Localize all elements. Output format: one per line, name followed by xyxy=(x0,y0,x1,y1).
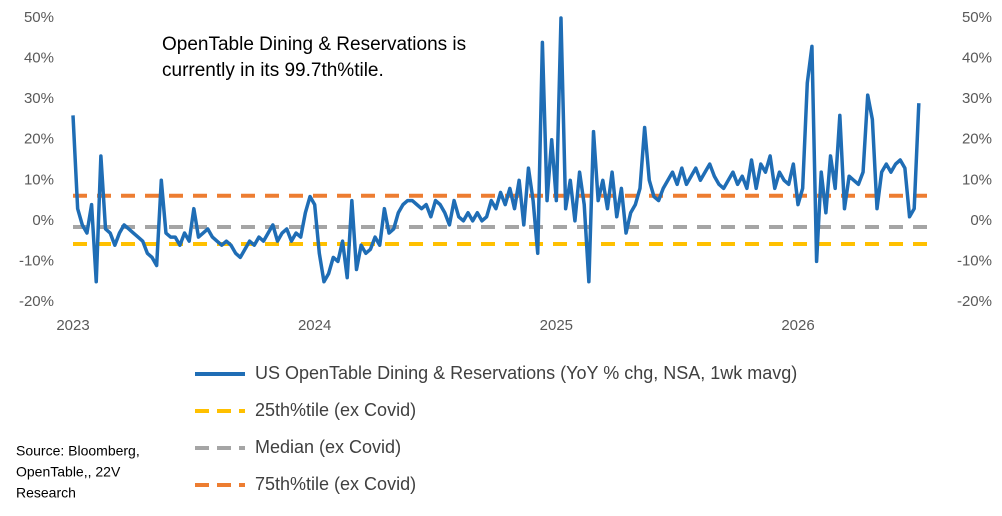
x-tick-label: 2025 xyxy=(540,317,573,334)
y-tick-label: -10% xyxy=(19,252,54,269)
x-tick-label: 2024 xyxy=(298,317,331,334)
y2-tick-label: 10% xyxy=(962,171,992,188)
y-tick-label: 0% xyxy=(32,212,54,229)
legend-label: 25th%tile (ex Covid) xyxy=(255,400,416,420)
y2-tick-label: 30% xyxy=(962,90,992,107)
source: Research xyxy=(16,485,76,501)
annotation: currently in its 99.7th%tile. xyxy=(162,60,384,81)
legend-label: Median (ex Covid) xyxy=(255,437,401,457)
y2-tick-label: 0% xyxy=(970,212,992,229)
legend-label: 75th%tile (ex Covid) xyxy=(255,474,416,494)
y-tick-label: 10% xyxy=(24,171,54,188)
y-tick-label: -20% xyxy=(19,293,54,310)
y2-tick-label: 50% xyxy=(962,9,992,26)
y-tick-label: 20% xyxy=(24,131,54,148)
y2-tick-label: 20% xyxy=(962,131,992,148)
y-tick-label: 30% xyxy=(24,90,54,107)
y-tick-label: 40% xyxy=(24,50,54,67)
x-tick-label: 2023 xyxy=(56,317,89,334)
source: Source: Bloomberg, xyxy=(16,443,140,459)
legend-label: US OpenTable Dining & Reservations (YoY … xyxy=(255,363,797,383)
y2-tick-label: -20% xyxy=(957,293,992,310)
annotation: OpenTable Dining & Reservations is xyxy=(162,34,466,55)
source: OpenTable,, 22V xyxy=(16,464,121,480)
y2-tick-label: 40% xyxy=(962,50,992,67)
y-tick-label: 50% xyxy=(24,9,54,26)
y2-tick-label: -10% xyxy=(957,252,992,269)
x-tick-label: 2026 xyxy=(781,317,814,334)
data-line xyxy=(71,16,921,284)
